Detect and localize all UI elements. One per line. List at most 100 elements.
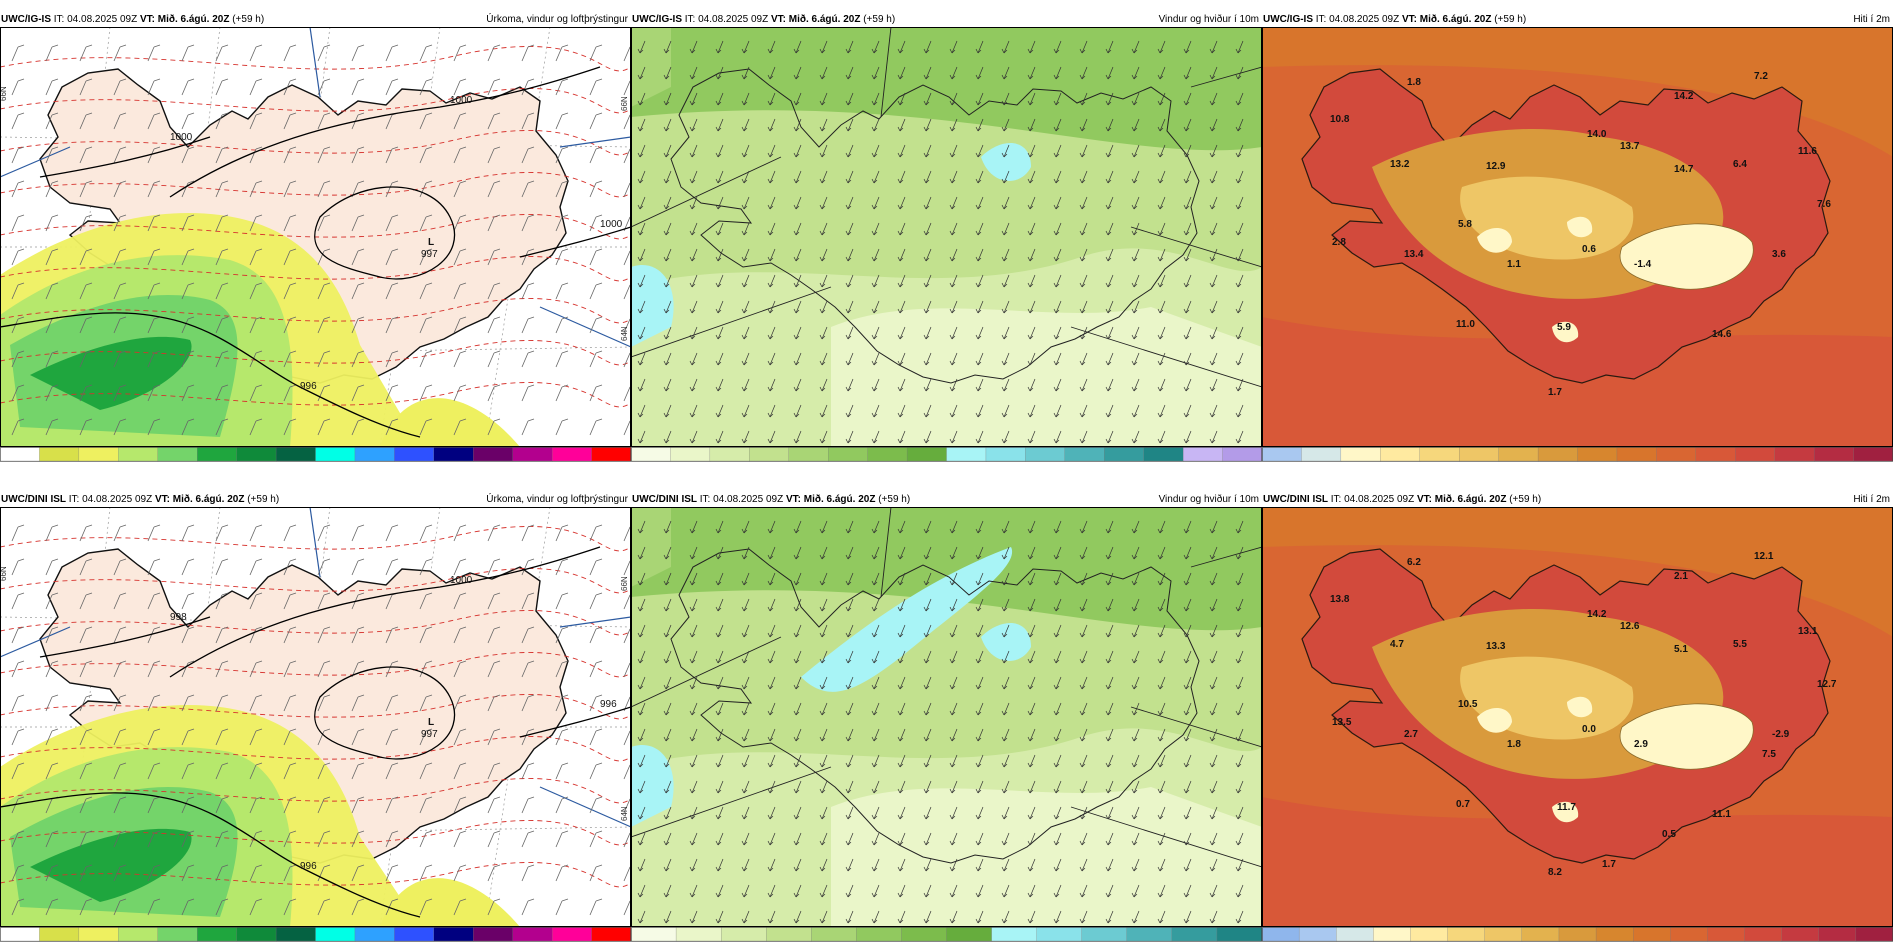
wind-arrow (1079, 806, 1088, 820)
temperature-value: 0.0 (1582, 724, 1596, 735)
temperature-value: 11.7 (1557, 802, 1576, 813)
wind-barb (555, 350, 569, 368)
wind-arrow (871, 884, 880, 898)
wind-arrow (1183, 780, 1192, 794)
wind-arrow (1209, 66, 1218, 80)
wind-arrow (949, 378, 958, 392)
wind-barb (623, 148, 631, 164)
map-canvas (631, 27, 1262, 447)
wind-arrow (1157, 378, 1166, 392)
wind-arrow (1079, 520, 1088, 534)
wind-arrow (715, 806, 724, 820)
wind-arrow (1131, 624, 1140, 638)
wind-arrow (1105, 430, 1114, 444)
wind-arrow (1183, 430, 1192, 444)
wind-barb (487, 762, 501, 780)
wind-arrow (1157, 546, 1166, 560)
wind-arrow (819, 326, 828, 340)
wind-barb (623, 182, 631, 198)
wind-arrow (1105, 832, 1114, 846)
boundary-line (309, 507, 321, 578)
wind-arrow (1131, 728, 1140, 742)
wind-barb (249, 44, 263, 62)
wind-arrow (1079, 780, 1088, 794)
wind-arrow (923, 378, 932, 392)
precip-area (30, 336, 192, 410)
wind-arrow (1053, 650, 1062, 664)
wind-arrow (819, 66, 828, 80)
temperature-isoline (0, 736, 631, 762)
wind-barb (11, 728, 25, 746)
glacier (1619, 703, 1754, 770)
wind-arrow (1027, 546, 1036, 560)
wind-arrow (897, 780, 906, 794)
wind-barb (589, 762, 603, 780)
map-canvas: 1.814.27.210.814.013.713.2 12.9 14.7 6.411.… (1262, 27, 1893, 447)
panel-title: Úrkoma, vindur og loftþrýstingur (486, 494, 628, 505)
wind-barb (521, 864, 535, 882)
wind-barb (147, 180, 161, 198)
wind-arrow (975, 170, 984, 184)
wind-barb (589, 316, 603, 334)
wind-barb (419, 384, 433, 402)
wind-arrow (923, 300, 932, 314)
wind-arrow (767, 832, 776, 846)
panel-header: UWC/DINI ISL IT: 04.08.2025 09Z VT: Mið.… (1262, 492, 1893, 507)
temperature-value: 1.7 (1602, 859, 1616, 870)
wind-arrow (767, 728, 776, 742)
isobar (314, 666, 456, 760)
wind-arrow (1131, 144, 1140, 158)
colorbar-swatch (867, 447, 908, 462)
wind-arrow (923, 598, 932, 612)
wind-arrow (871, 624, 880, 638)
wind-barb (487, 112, 501, 130)
issue-time: 04.08.2025 09Z (82, 494, 153, 505)
temperature-value: 2.1 (1674, 571, 1688, 582)
colorbar-swatch (1104, 447, 1145, 462)
wind-barb (419, 248, 433, 266)
wind-arrow (1183, 92, 1192, 106)
wind-arrow (819, 196, 828, 210)
wind-arrow (923, 624, 932, 638)
wind-arrow (949, 780, 958, 794)
wind-arrow (1183, 728, 1192, 742)
low-pressure-value: 997 (421, 729, 438, 740)
wind-arrow (845, 326, 854, 340)
wind-barb (623, 386, 631, 402)
wind-barb (555, 112, 569, 130)
wind-arrow (689, 754, 698, 768)
valid-time: Mið. 6.ágú. 20Z (157, 14, 230, 25)
wind-arrow (845, 404, 854, 418)
wind-arrow (715, 910, 724, 924)
wind-arrow (923, 572, 932, 586)
wind-arrow (845, 572, 854, 586)
wind-arrow (1079, 728, 1088, 742)
wind-barb (623, 284, 631, 300)
colorbar-swatch (1521, 927, 1560, 942)
wind-arrow (897, 430, 906, 444)
wind-barb (11, 524, 25, 542)
wind-arrow (1131, 676, 1140, 690)
wind-arrow (1105, 702, 1114, 716)
wind-barb (45, 762, 59, 780)
wind-arrow (1235, 404, 1244, 418)
wind-arrow (793, 910, 802, 924)
wind-arrow (871, 754, 880, 768)
precip-panel-ig: UWC/IG-IS IT: 04.08.2025 09Z VT: Mið. 6.… (0, 12, 631, 464)
wind-arrow (1183, 222, 1192, 236)
colorbar-swatch (197, 447, 238, 462)
colorbar-tick-label: 15 (1879, 943, 1889, 944)
wind-arrow (1235, 676, 1244, 690)
wind-arrow (1157, 598, 1166, 612)
wind-arrow (897, 598, 906, 612)
temperature-value: 3.6 (1772, 249, 1786, 260)
wind-arrow (1235, 650, 1244, 664)
wind-arrow (715, 66, 724, 80)
wind-arrow (819, 378, 828, 392)
wind-barb (249, 316, 263, 334)
wind-barb (589, 626, 603, 644)
wind-arrow (1079, 754, 1088, 768)
isobar (314, 186, 456, 280)
wind-arrow (975, 702, 984, 716)
wind-barb (487, 796, 501, 814)
